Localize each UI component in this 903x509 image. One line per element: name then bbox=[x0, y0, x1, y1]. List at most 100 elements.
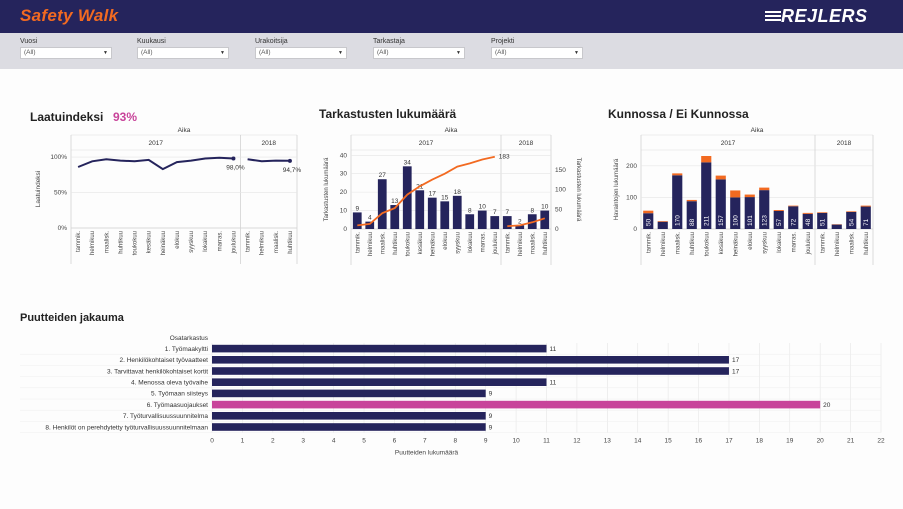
bar-label: 7 bbox=[493, 209, 497, 216]
tick-label: kesäkuu bbox=[719, 232, 725, 254]
y-tick-label: 0 bbox=[343, 226, 347, 233]
chart-title: Laatuindeksi bbox=[30, 110, 103, 124]
bar bbox=[540, 210, 550, 229]
bar-label: 71 bbox=[863, 218, 870, 226]
series-line bbox=[77, 156, 234, 171]
data-point bbox=[287, 158, 292, 163]
bar-label: 88 bbox=[689, 218, 696, 226]
bar-ei-kunnossa bbox=[802, 212, 813, 214]
filter-value: (All) bbox=[259, 49, 271, 56]
tick-label: tammik. bbox=[505, 232, 511, 253]
tick-label: tammik. bbox=[355, 232, 361, 253]
bar-kunnossa bbox=[715, 179, 726, 229]
bar-label: 57 bbox=[776, 218, 783, 226]
dropdown-arrow-icon: ▼ bbox=[338, 50, 343, 56]
y-tick-label: 0% bbox=[58, 225, 68, 232]
filter-label: Vuosi bbox=[20, 38, 38, 45]
filter-projekti: Projekti (All) ▼ bbox=[491, 38, 583, 59]
bar-label: 9 bbox=[355, 205, 359, 212]
chart-title: Puutteiden jakauma bbox=[20, 312, 125, 324]
bar-ei-kunnossa bbox=[759, 187, 770, 191]
bar-label: 123 bbox=[761, 215, 768, 226]
y-tick-label: 10 bbox=[340, 208, 348, 215]
x-tick-label: 13 bbox=[604, 438, 612, 445]
filter-value: (All) bbox=[377, 49, 389, 56]
bar bbox=[415, 190, 425, 229]
y-tick-label-right: 100 bbox=[555, 187, 566, 194]
x-axis-label: Puutteiden lukumäärä bbox=[395, 450, 459, 457]
tick-label: syyskuu bbox=[189, 231, 195, 253]
tick-label: maalisk. bbox=[380, 232, 386, 254]
series-line bbox=[247, 158, 290, 163]
bar bbox=[502, 216, 512, 229]
y-tick-label: 20 bbox=[340, 189, 348, 196]
bar-label: 2 bbox=[518, 218, 522, 225]
bar bbox=[440, 201, 450, 229]
bar-kunnossa bbox=[730, 197, 741, 229]
x-tick-label: 18 bbox=[756, 438, 764, 445]
bar-label: 17 bbox=[732, 357, 740, 364]
bar-label: 11 bbox=[550, 346, 557, 353]
header-label: Aika bbox=[445, 127, 458, 134]
filter-tarkastaja-select[interactable]: (All) ▼ bbox=[373, 47, 465, 59]
filter-urakoitsija-select[interactable]: (All) ▼ bbox=[255, 47, 347, 59]
tick-label: maalisk. bbox=[675, 232, 681, 254]
x-tick-label: 4 bbox=[332, 438, 336, 445]
y-tick-label-right: 50 bbox=[555, 206, 563, 213]
bar-label: 157 bbox=[718, 215, 725, 226]
bar bbox=[377, 179, 387, 229]
tick-label: toukokuu bbox=[133, 231, 139, 255]
filter-label: Projekti bbox=[491, 38, 515, 45]
bar-label: 9 bbox=[489, 391, 493, 398]
chart-title: Tarkastusten lukumäärä bbox=[319, 107, 456, 121]
bar-kunnossa bbox=[860, 206, 871, 229]
tick-label: huhtikuu bbox=[543, 232, 549, 255]
filter-urakoitsija: Urakoitsija (All) ▼ bbox=[255, 38, 347, 59]
filter-value: (All) bbox=[141, 49, 153, 56]
x-tick-label: 0 bbox=[210, 438, 214, 445]
bar-ei-kunnossa bbox=[657, 221, 668, 222]
tick-label: tammik. bbox=[646, 232, 652, 253]
bar-ei-kunnossa bbox=[817, 212, 828, 213]
filter-kuukausi-select[interactable]: (All) ▼ bbox=[137, 47, 229, 59]
y-tick-label: 50% bbox=[54, 190, 67, 197]
x-tick-label: 7 bbox=[423, 438, 427, 445]
tick-label: elokuu bbox=[443, 232, 449, 250]
x-tick-label: 21 bbox=[847, 438, 855, 445]
filter-label: Urakoitsija bbox=[255, 38, 288, 45]
filter-projekti-select[interactable]: (All) ▼ bbox=[491, 47, 583, 59]
filter-value: (All) bbox=[24, 49, 36, 56]
tick-label: maalisk. bbox=[849, 232, 855, 254]
row-label: 1. Työmaakyltti bbox=[165, 346, 208, 353]
bar-kunnossa bbox=[686, 201, 697, 229]
year-label: 2018 bbox=[262, 140, 277, 147]
bar bbox=[212, 356, 729, 364]
tick-label: heinäkuu bbox=[733, 232, 739, 256]
filter-vuosi-select[interactable]: (All) ▼ bbox=[20, 47, 112, 59]
row-header: Osatarkastus bbox=[170, 335, 209, 342]
bar-label: 7 bbox=[505, 209, 509, 216]
row-label: 6. Työmaasuojaukset bbox=[147, 402, 208, 409]
bar-kunnossa bbox=[788, 206, 799, 229]
bar-label: 10 bbox=[541, 204, 549, 211]
logo-text: REJLERS bbox=[781, 6, 868, 26]
bar-label: 211 bbox=[703, 215, 710, 226]
tick-label: maalisk. bbox=[274, 231, 280, 253]
tick-label: huhtikuu bbox=[288, 231, 294, 254]
year-label: 2018 bbox=[837, 140, 852, 147]
bar-label: 101 bbox=[747, 215, 754, 226]
app-title: Safety Walk bbox=[20, 6, 119, 25]
x-tick-label: 10 bbox=[512, 438, 520, 445]
tick-label: heinäkuu bbox=[430, 232, 436, 256]
tick-label: huhtikuu bbox=[864, 232, 870, 255]
year-label: 2017 bbox=[721, 140, 736, 147]
bar-label: 54 bbox=[848, 218, 855, 226]
bar-kunnossa bbox=[744, 197, 755, 229]
bar-ei-kunnossa bbox=[730, 190, 741, 198]
bar-label: 34 bbox=[404, 159, 412, 166]
x-tick-label: 9 bbox=[484, 438, 488, 445]
tick-label: kesäkuu bbox=[147, 231, 153, 253]
tick-label: huhtikuu bbox=[118, 231, 124, 254]
x-tick-label: 16 bbox=[695, 438, 703, 445]
filter-bar: Vuosi (All) ▼ Kuukausi (All) ▼ Urakoitsija… bbox=[0, 33, 903, 69]
